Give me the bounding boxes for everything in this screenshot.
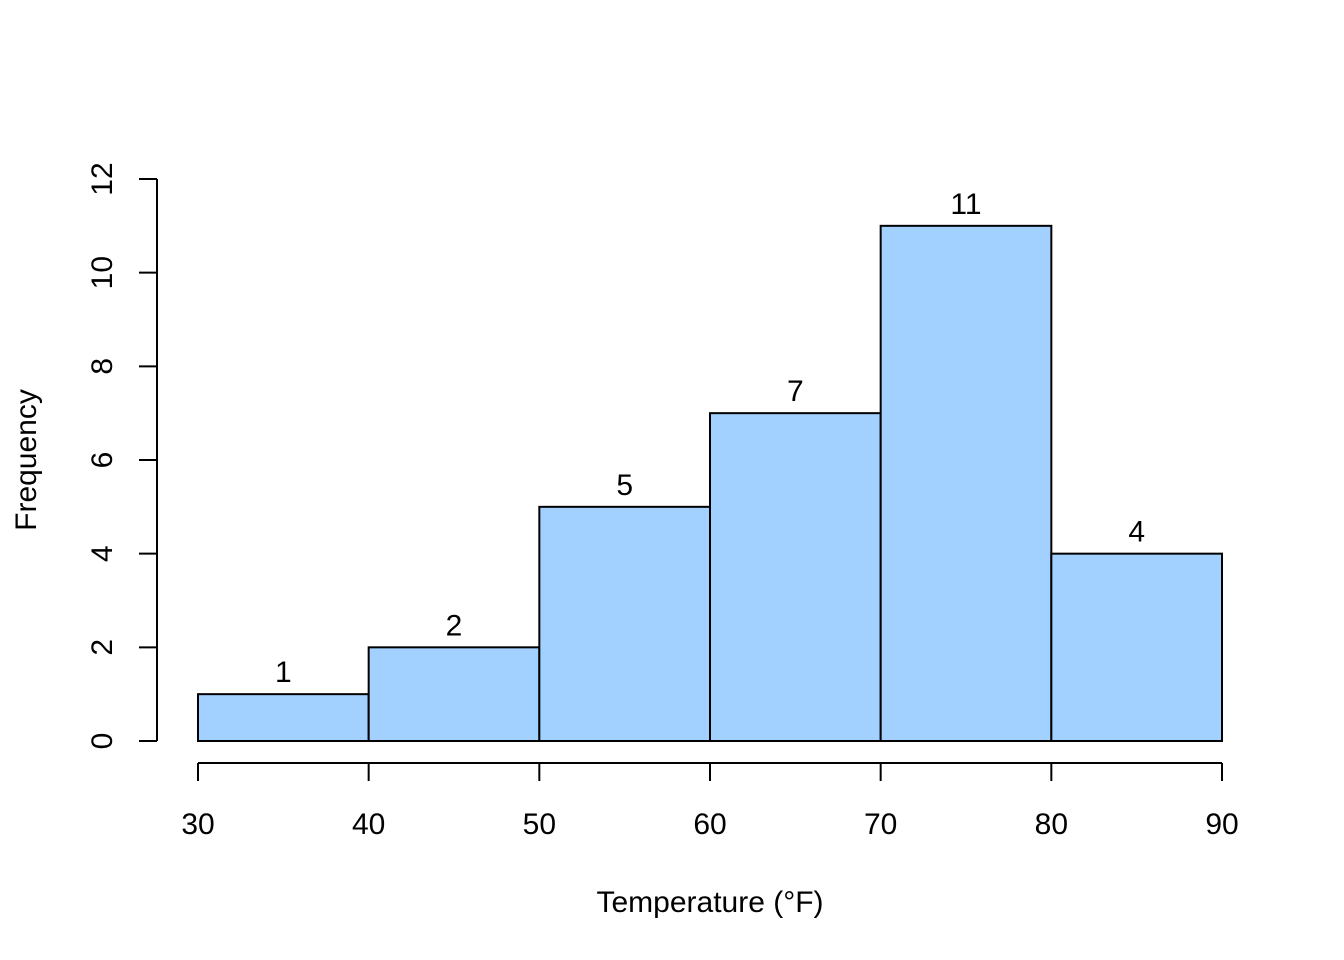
bar-value-label: 4 (1128, 516, 1145, 549)
histogram-bar (1050, 552, 1224, 743)
x-tick-label: 40 (352, 808, 385, 841)
y-axis-title: Frequency (10, 389, 43, 531)
histogram-bar (879, 224, 1053, 743)
x-axis-title: Temperature (°F) (596, 886, 823, 919)
histogram-bars (197, 224, 1224, 743)
bar-value-label: 11 (950, 188, 981, 221)
histogram-bar (538, 505, 711, 743)
x-tick-label: 50 (523, 808, 556, 841)
x-axis: 30 40 50 60 70 80 90 (181, 762, 1239, 841)
x-tick-label: 30 (181, 808, 214, 841)
bar-value-label: 1 (275, 656, 292, 689)
histogram-bar (367, 646, 541, 742)
y-tick-label: 12 (86, 162, 119, 195)
bar-value-labels: 1 2 5 7 11 4 (275, 188, 1145, 689)
bar-value-label: 2 (446, 609, 463, 642)
y-tick-label: 0 (86, 733, 119, 750)
histogram-bar (197, 693, 370, 743)
x-tick-label: 80 (1035, 808, 1068, 841)
x-tick-label: 90 (1205, 808, 1238, 841)
bar-value-label: 7 (787, 375, 804, 408)
y-tick-label: 8 (86, 358, 119, 375)
x-tick-label: 60 (693, 808, 726, 841)
x-tick-label: 70 (864, 808, 897, 841)
bar-value-label: 5 (616, 469, 633, 502)
y-tick-label: 2 (86, 639, 119, 656)
y-axis: 0 2 4 6 8 10 12 (86, 162, 158, 750)
histogram-bar (709, 412, 882, 742)
y-tick-label: 6 (86, 452, 119, 469)
y-tick-label: 10 (86, 256, 119, 289)
y-tick-label: 4 (86, 545, 119, 562)
